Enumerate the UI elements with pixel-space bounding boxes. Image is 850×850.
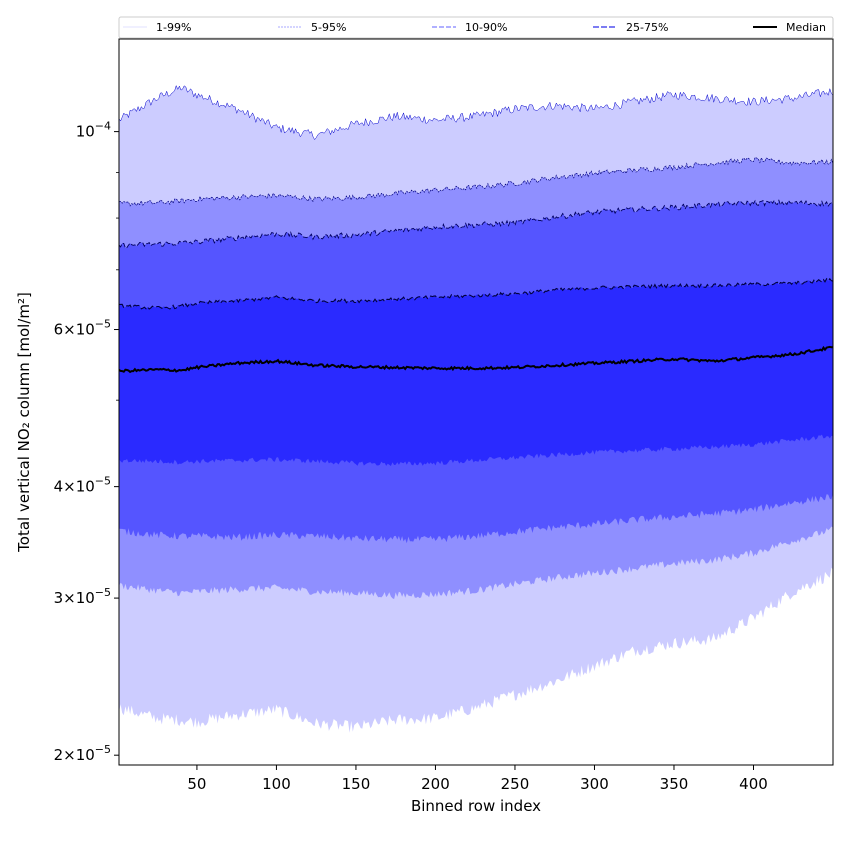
band-5-95%-upper-line (119, 156, 834, 207)
legend-box (118, 16, 834, 39)
x-axis-label: Binned row index (411, 797, 541, 815)
legend-label-Median: Median (786, 21, 826, 34)
x-tick-label: 100 (262, 775, 291, 793)
x-tick-label: 300 (580, 775, 609, 793)
legend-label-10-90%: 10-90% (465, 21, 507, 34)
x-tick-label: 50 (187, 775, 206, 793)
y-tick-label: 6×10−5 (54, 318, 111, 339)
y-tick-label: 2×10−5 (54, 743, 111, 764)
legend-label-25-75%: 25-75% (626, 21, 668, 34)
legend-label-5-95%: 5-95% (311, 21, 346, 34)
legend-label-1-99%: 1-99% (156, 21, 191, 34)
y-axis: 2×10−5 3×10−5 4×10−5 6×10−5 10−4 (54, 120, 119, 764)
plot-frame (118, 38, 834, 766)
band-25-75%-upper-line (119, 277, 834, 310)
x-tick-label: 150 (342, 775, 371, 793)
median-line (118, 345, 834, 374)
band-25-75%-fill (119, 278, 833, 466)
y-axis-label: Total vertical NO₂ column [mol/m²] (15, 292, 33, 553)
band-10-90%-upper-line (118, 199, 834, 249)
x-axis: 50 100 150 200 250 300 350 400 (187, 765, 768, 793)
legend: 1-99% 5-95% 10-90% 25-75% Median (118, 16, 834, 39)
band-1-99%-upper-line (118, 84, 834, 141)
x-tick-label: 350 (660, 775, 689, 793)
x-tick-label: 400 (739, 775, 768, 793)
x-tick-label: 250 (501, 775, 530, 793)
y-tick-label: 10−4 (76, 120, 111, 141)
y-tick-label: 4×10−5 (54, 475, 111, 496)
bands-layer (119, 85, 833, 733)
lines-layer (118, 84, 834, 374)
y-tick-label: 3×10−5 (54, 586, 111, 607)
x-tick-label: 200 (421, 775, 450, 793)
